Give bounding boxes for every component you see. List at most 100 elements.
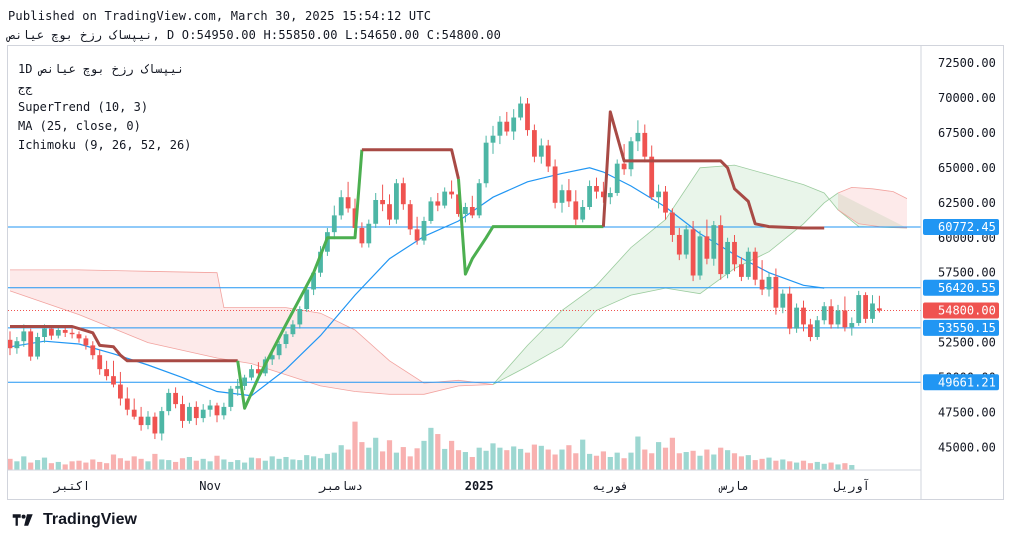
volume-bar (104, 463, 110, 470)
volume-bar (311, 456, 317, 470)
candle-body (773, 276, 779, 308)
symbol-ohlc-line: نیپساک رزخ بوچ عیانص, D O:54950.00 H:558… (8, 28, 502, 42)
candle-body (221, 406, 227, 416)
chart-frame[interactable] (7, 45, 1004, 500)
candle-body (587, 186, 592, 207)
candle-body (449, 191, 454, 195)
volume-bar (725, 450, 731, 470)
candle-body (828, 306, 834, 325)
candle-body (228, 388, 234, 407)
candle-body (414, 229, 420, 241)
volume-bar (483, 450, 489, 470)
volume-bar (842, 463, 848, 470)
volume-bar (828, 462, 834, 470)
y-tick-label: 72500.00 (938, 56, 996, 70)
x-tick-label: فوریه (592, 479, 628, 494)
volume-bar (745, 455, 751, 470)
candle-body (808, 324, 813, 338)
candle-body (435, 201, 441, 206)
candle-body (697, 236, 703, 276)
candle-body (338, 197, 344, 216)
candle-body (49, 328, 54, 336)
volume-bar (55, 461, 61, 470)
candle-body (180, 404, 185, 421)
supertrend-down-line (601, 110, 825, 230)
volume-bar (345, 449, 351, 470)
legend-ma[interactable]: MA (25, close, 0) (18, 119, 141, 133)
volume-bar (131, 456, 137, 470)
volume-bar (48, 463, 54, 470)
volume-bar (614, 452, 620, 470)
candle-body (863, 295, 868, 319)
volume-bar (628, 452, 634, 470)
candle-body (476, 183, 482, 216)
candle-body (663, 191, 668, 213)
ichimoku-cloud-bullish-edge-a (492, 164, 908, 385)
candle-body (759, 279, 765, 290)
candle-body (511, 117, 517, 132)
price-level-0-badge (923, 218, 999, 235)
candle-body (297, 309, 303, 325)
volume-bar (607, 456, 613, 470)
price-level-2-label: 53550.15 (938, 321, 996, 335)
candle-body (614, 163, 620, 194)
legend-ichimoku[interactable]: Ichimoku (9, 26, 52, 26) (18, 138, 192, 152)
volume-bar (124, 460, 130, 470)
volume-bar (283, 456, 289, 470)
supertrend-down-line (361, 148, 460, 180)
volume-bar (186, 456, 192, 470)
brand-name: TradingView (43, 511, 137, 528)
candle-body (545, 145, 551, 167)
volume-bar (90, 459, 96, 470)
candle-body (580, 206, 586, 220)
candle-body (490, 135, 496, 143)
volume-bar (731, 453, 738, 470)
volume-bar (207, 461, 213, 470)
candle-body (394, 183, 399, 220)
candle-body (352, 208, 358, 228)
supertrend-up-line (236, 149, 364, 410)
volume-bar (428, 427, 434, 470)
volume-bar (173, 461, 179, 470)
candle-body (642, 132, 648, 157)
candle-body (366, 223, 372, 244)
volume-bar (366, 447, 372, 470)
candle-body (345, 197, 351, 209)
candle-body (387, 204, 392, 220)
volume-bar (849, 465, 855, 470)
candle-body (704, 236, 710, 259)
legend-supertrend[interactable]: SuperTrend (10, 3) (18, 100, 149, 114)
volume-bar (8, 458, 13, 470)
volume-bar (276, 458, 282, 470)
candle-body (290, 324, 296, 335)
volume-bar (386, 440, 393, 470)
volume-bar (814, 461, 820, 470)
candle-body (8, 339, 13, 349)
price-level-1-label: 56420.55 (938, 281, 996, 295)
tradingview-brand[interactable]: TradingView (8, 511, 137, 529)
candle-body (456, 194, 461, 214)
candle-body (745, 251, 751, 277)
candle-body (483, 142, 489, 184)
volume-bar (359, 442, 365, 470)
candle-body (214, 405, 220, 416)
volume-bar (752, 460, 758, 470)
candle-body (552, 166, 558, 203)
ichimoku-cloud-bearish-2-edge-a (837, 186, 908, 199)
volume-bar (62, 464, 68, 470)
candle-body (532, 130, 537, 157)
volume-bar (469, 456, 475, 470)
candle-body (380, 200, 385, 205)
x-tick-label: Nov (199, 479, 221, 493)
y-tick-label: 62500.00 (938, 196, 996, 210)
candle-body (97, 355, 103, 370)
volume-bar (331, 452, 337, 470)
volume-bar (821, 463, 827, 470)
candle-body (780, 293, 786, 308)
candle-body (442, 191, 448, 206)
candle-body (607, 193, 613, 198)
volume-bar (690, 450, 696, 470)
volume-bar (380, 451, 386, 470)
candle-body (104, 369, 109, 377)
